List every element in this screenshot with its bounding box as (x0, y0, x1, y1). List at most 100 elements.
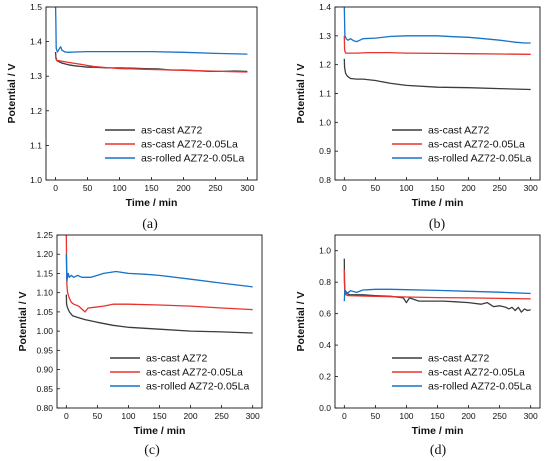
legend-entry: as-rolled AZ72-0.05La (428, 381, 531, 393)
x-axis-label: Time / min (412, 425, 464, 437)
panel-a: 0 50 100 150 200 250 300 1.0 1.1 1.2 1.3 1.4 1.5 Time… (6, 2, 258, 232)
legend: as-cast AZ72 as-cast AZ72-0.05La as-rolled… (110, 353, 249, 393)
y-tick-label: 1.2 (30, 106, 42, 116)
x-tick-label: 200 (176, 183, 190, 193)
x-tick-label: 150 (152, 411, 166, 421)
x-tick-label: 100 (121, 411, 135, 421)
y-tick-label: 0.8 (319, 277, 331, 287)
series-line-3 (65, 254, 253, 288)
x-tick-label: 0 (53, 183, 58, 193)
y-axis-label: Potential / V (17, 291, 29, 351)
legend-entry: as-cast AZ72-0.05La (428, 139, 525, 151)
panel-caption: (c) (144, 443, 160, 458)
y-tick-label: 1.3 (319, 31, 331, 41)
series-line-1 (343, 258, 531, 313)
x-tick-label: 150 (430, 411, 444, 421)
y-tick-label: 1.10 (36, 288, 53, 298)
series-line-1 (65, 294, 253, 334)
legend-entry: as-rolled AZ72-0.05La (141, 153, 244, 165)
y-tick-label: 1.2 (319, 60, 331, 70)
y-tick-label: 0.85 (36, 384, 53, 394)
series-line-2 (343, 35, 531, 55)
y-tick-label: 1.0 (30, 175, 42, 185)
y-tick-label: 1.20 (36, 249, 53, 259)
y-tick-label: 1.5 (30, 2, 42, 12)
y-tick-label: 1.0 (319, 246, 331, 256)
x-tick-label: 300 (240, 183, 254, 193)
x-tick-label: 300 (524, 183, 538, 193)
legend: as-cast AZ72 as-cast AZ72-0.05La as-rolled… (105, 125, 244, 165)
x-tick-label: 0 (64, 411, 69, 421)
y-tick-label: 1.15 (36, 268, 53, 278)
series-line-3 (343, 7, 531, 44)
x-tick-label: 100 (399, 183, 413, 193)
y-axis-label: Potential / V (6, 63, 18, 123)
y-tick-label: 1.1 (319, 89, 331, 99)
series-line-3 (343, 288, 531, 302)
y-tick-label: 1.4 (319, 2, 331, 12)
x-axis-label: Time / min (134, 425, 186, 437)
x-tick-label: 150 (430, 183, 444, 193)
legend-entry: as-cast AZ72 (146, 353, 207, 365)
legend-entry: as-rolled AZ72-0.05La (428, 153, 531, 165)
legend-entry: as-cast AZ72-0.05La (428, 367, 525, 379)
legend-entry: as-cast AZ72 (428, 353, 489, 365)
series-line-1 (54, 51, 248, 73)
panel-b: 0 50 100 150 200 250 300 0.8 0.9 1.0 1.1 1.2 1.3 1.4 T… (295, 2, 541, 232)
y-tick-label: 0.80 (36, 403, 53, 413)
panel-caption: (d) (430, 443, 447, 458)
x-tick-label: 50 (83, 183, 93, 193)
x-tick-label: 300 (524, 411, 538, 421)
y-tick-label: 1.1 (30, 140, 42, 150)
y-tick-label: 0.8 (319, 175, 331, 185)
legend-entry: as-cast AZ72 (428, 125, 489, 137)
legend: as-cast AZ72 as-cast AZ72-0.05La as-rolled… (392, 353, 531, 393)
panel-caption: (a) (142, 217, 158, 232)
y-tick-label: 1.0 (319, 117, 331, 127)
x-tick-label: 200 (461, 183, 475, 193)
x-tick-label: 250 (493, 411, 507, 421)
x-tick-label: 0 (342, 411, 347, 421)
series-line-2 (65, 235, 253, 313)
y-axis-label: Potential / V (295, 291, 307, 351)
x-tick-label: 50 (93, 411, 103, 421)
x-tick-label: 250 (208, 183, 222, 193)
y-tick-label: 0.95 (36, 345, 53, 355)
y-tick-label: 0.2 (319, 372, 331, 382)
y-tick-label: 1.3 (30, 71, 42, 81)
y-tick-label: 1.00 (36, 326, 53, 336)
x-tick-label: 250 (215, 411, 229, 421)
y-tick-label: 1.25 (36, 230, 53, 240)
panel-caption: (b) (429, 217, 446, 232)
x-tick-label: 200 (183, 411, 197, 421)
series-line-3 (54, 7, 248, 55)
y-tick-label: 1.05 (36, 307, 53, 317)
series-line-1 (343, 58, 531, 91)
series-line-2 (54, 55, 248, 73)
legend: as-cast AZ72 as-cast AZ72-0.05La as-rolled… (392, 125, 531, 165)
y-tick-label: 0.9 (319, 146, 331, 156)
x-tick-label: 50 (371, 411, 381, 421)
y-tick-label: 0.90 (36, 365, 53, 375)
y-axis-label: Potential / V (295, 63, 307, 123)
panel-d: 0 50 100 150 200 250 300 0.0 0.2 0.4 0.6 0.8 1.0 Time… (295, 234, 541, 458)
y-tick-label: 0.4 (319, 340, 331, 350)
panel-c: 0 50 100 150 200 250 300 0.80 0.85 0.90 0.95 1.00 1.… (17, 230, 263, 458)
series-line-2 (343, 269, 531, 300)
legend-entry: as-cast AZ72 (141, 125, 202, 137)
x-tick-label: 50 (371, 183, 381, 193)
legend-entry: as-cast AZ72-0.05La (146, 367, 243, 379)
x-tick-label: 0 (342, 183, 347, 193)
y-tick-label: 0.0 (319, 403, 331, 413)
x-tick-label: 200 (461, 411, 475, 421)
legend-entry: as-cast AZ72-0.05La (141, 139, 238, 151)
legend-entry: as-rolled AZ72-0.05La (146, 381, 249, 393)
x-tick-label: 150 (144, 183, 158, 193)
x-tick-label: 250 (493, 183, 507, 193)
x-tick-label: 100 (399, 411, 413, 421)
x-tick-label: 100 (112, 183, 126, 193)
y-tick-label: 1.4 (30, 37, 42, 47)
x-axis-label: Time / min (126, 197, 178, 209)
x-axis-label: Time / min (412, 197, 464, 209)
